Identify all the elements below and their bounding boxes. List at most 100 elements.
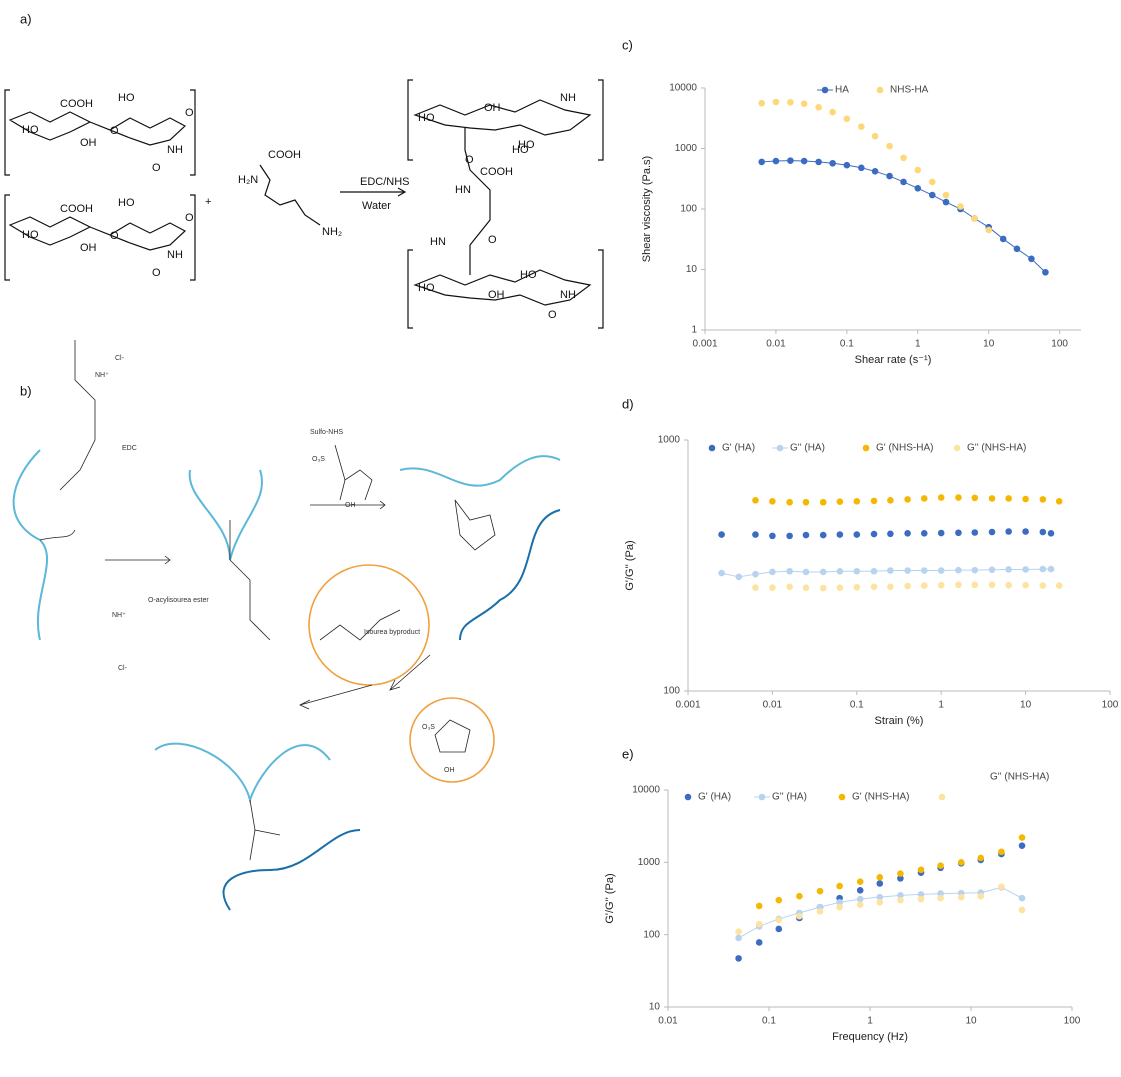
chem-label: HO	[418, 282, 435, 294]
data-point	[870, 530, 878, 538]
data-point	[843, 161, 851, 169]
chem-label: O	[152, 162, 161, 174]
chem-label: HO	[22, 229, 39, 241]
data-point	[897, 896, 904, 904]
x-tick-label: 0.01	[658, 1016, 678, 1027]
data-point	[755, 902, 763, 910]
data-point	[937, 862, 944, 869]
chem-label: Sulfo-NHS	[310, 429, 343, 436]
data-point	[977, 892, 985, 900]
data-point	[786, 583, 793, 591]
y-axis-label: Shear viscosity (Pa.s)	[641, 156, 653, 262]
data-point	[887, 583, 894, 591]
x-tick-label: 0.1	[840, 339, 854, 350]
data-point	[900, 178, 907, 186]
chem-label: NH	[560, 92, 576, 104]
x-tick-label: 0.1	[762, 1016, 776, 1027]
x-axis-label: Strain (%)	[875, 715, 924, 727]
data-point	[887, 497, 894, 504]
legend-swatch	[862, 444, 870, 452]
y-tick-label: 1	[691, 325, 697, 336]
data-point	[800, 100, 808, 108]
data-point	[1005, 528, 1012, 535]
data-point	[802, 531, 810, 539]
panel-label: c)	[622, 37, 633, 52]
data-point	[1028, 255, 1035, 263]
chem-label: NH⁺	[95, 372, 109, 379]
y-tick-label: 1000	[675, 143, 698, 154]
x-axis-label: Frequency (Hz)	[832, 1031, 908, 1043]
data-point	[887, 530, 894, 538]
data-point	[904, 529, 911, 537]
data-point	[819, 498, 827, 506]
data-point	[886, 172, 893, 180]
legend-label: G' (HA)	[698, 792, 731, 803]
y-axis-label: G'/G'' (Pa)	[624, 540, 636, 590]
data-point	[1022, 581, 1029, 589]
legend-swatch	[876, 86, 884, 94]
legend-label: G' (HA)	[722, 443, 755, 454]
data-point	[858, 164, 865, 172]
data-point	[829, 108, 836, 116]
data-point	[816, 908, 824, 915]
data-point	[1005, 495, 1012, 502]
data-point	[772, 157, 780, 165]
data-point	[769, 497, 776, 505]
legend-swatch	[838, 793, 846, 801]
data-point	[758, 158, 765, 166]
chem-label: HN	[430, 236, 446, 248]
data-point	[957, 859, 965, 866]
chem-label: +	[205, 196, 211, 208]
legend-label: G'' (NHS-HA)	[967, 443, 1026, 454]
chem-label: EDC	[122, 445, 137, 452]
data-point	[819, 568, 827, 576]
chem-label: HO	[418, 112, 435, 124]
data-point	[786, 532, 793, 540]
data-point	[769, 532, 776, 540]
chem-label: H₂N	[238, 174, 258, 186]
data-point	[752, 497, 759, 504]
x-tick-label: 0.01	[766, 339, 786, 350]
chem-label: O₃S	[312, 456, 325, 463]
chem-label: COOH	[268, 149, 301, 161]
data-point	[775, 896, 783, 904]
data-point	[800, 157, 808, 165]
data-point	[752, 531, 759, 538]
data-point	[928, 191, 936, 199]
y-tick-label: 10000	[632, 785, 660, 796]
chem-label: OH	[484, 102, 501, 114]
data-point	[955, 566, 962, 574]
data-point	[904, 496, 911, 503]
data-point	[870, 567, 878, 575]
x-tick-label: 100	[1051, 339, 1068, 350]
data-point	[897, 875, 904, 882]
chem-label: COOH	[480, 166, 513, 178]
panel-label: e)	[622, 746, 634, 761]
data-point	[1047, 529, 1055, 537]
data-point	[718, 569, 725, 577]
data-point	[755, 939, 763, 946]
data-point	[843, 115, 851, 123]
x-tick-label: 1	[938, 700, 944, 711]
data-point	[853, 531, 861, 538]
legend-swatch	[953, 444, 961, 452]
data-point	[971, 566, 979, 574]
data-point	[836, 903, 843, 911]
data-point	[876, 893, 884, 901]
data-point	[815, 158, 822, 166]
data-point	[1005, 581, 1012, 589]
data-point	[920, 529, 928, 537]
panel-label: a)	[20, 11, 32, 26]
data-point	[819, 531, 827, 539]
data-point	[796, 912, 803, 920]
data-point	[920, 567, 928, 574]
data-point	[937, 581, 945, 589]
chem-label: O	[548, 309, 557, 321]
x-tick-label: 0.001	[692, 339, 717, 350]
data-point	[942, 191, 950, 199]
data-point	[718, 531, 725, 538]
legend-swatch	[708, 444, 716, 452]
chem-label: O-acylisourea ester	[148, 597, 209, 604]
legend-label: NHS-HA	[890, 85, 929, 96]
